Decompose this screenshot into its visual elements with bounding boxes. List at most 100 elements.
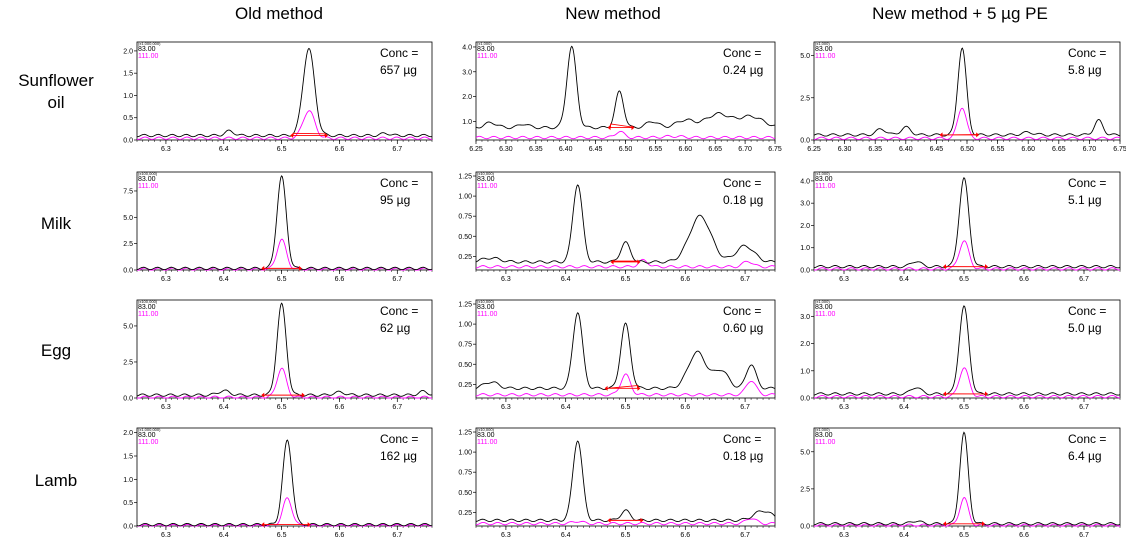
integration-marker bbox=[613, 260, 638, 263]
y-tick-label: 0.0 bbox=[800, 396, 810, 403]
x-tick-label: 6.4 bbox=[561, 532, 571, 539]
multiplier-label: (x10,000) bbox=[477, 171, 495, 176]
y-tick-label: 1.0 bbox=[123, 93, 133, 100]
y-tick-label: 0.0 bbox=[123, 268, 133, 275]
x-tick-label: 6.35 bbox=[868, 146, 882, 153]
integration-start-arrow bbox=[261, 392, 265, 398]
conc-label: Conc = bbox=[723, 432, 761, 446]
ion-label-83: 83.00 bbox=[138, 176, 156, 183]
y-tick-label: 0.0 bbox=[123, 396, 133, 403]
x-tick-label: 6.4 bbox=[899, 404, 909, 411]
conc-value: 5.1 µg bbox=[1068, 193, 1102, 207]
x-tick-label: 6.3 bbox=[501, 404, 511, 411]
x-tick-label: 6.4 bbox=[899, 532, 909, 539]
y-tick-label: 4.0 bbox=[800, 178, 810, 185]
multiplier-label: (x1,000) bbox=[477, 41, 492, 46]
y-tick-label: 2.0 bbox=[800, 341, 810, 348]
y-tick-label: 0.75 bbox=[458, 342, 472, 349]
row-label-egg: Egg bbox=[0, 340, 112, 362]
y-tick-label: 0.5 bbox=[123, 500, 133, 507]
x-tick-label: 6.4 bbox=[219, 404, 229, 411]
ion-label-83: 83.00 bbox=[477, 176, 495, 183]
x-tick-label: 6.3 bbox=[839, 404, 849, 411]
x-tick-label: 6.6 bbox=[680, 532, 690, 539]
trace-ion-83 bbox=[813, 305, 1121, 396]
x-tick-label: 6.3 bbox=[161, 146, 171, 153]
trace-ion-83 bbox=[475, 312, 776, 390]
trace-ion-83 bbox=[136, 302, 433, 397]
x-tick-label: 6.7 bbox=[1079, 532, 1089, 539]
y-tick-label: 1.00 bbox=[458, 450, 472, 457]
y-tick-label: 0.0 bbox=[800, 524, 810, 531]
row-label-sunflower-oil: Sunflower oil bbox=[0, 70, 112, 114]
conc-label: Conc = bbox=[723, 304, 761, 318]
ion-label-111: 111.00 bbox=[815, 311, 835, 318]
x-tick-label: 6.45 bbox=[589, 146, 603, 153]
trace-ion-111 bbox=[813, 367, 1121, 399]
conc-value: 5.0 µg bbox=[1068, 321, 1102, 335]
multiplier-label: (x1,000) bbox=[815, 427, 830, 432]
y-tick-label: 1.0 bbox=[462, 119, 472, 126]
y-tick-label: 3.0 bbox=[800, 314, 810, 321]
y-tick-label: 1.25 bbox=[458, 430, 472, 437]
trace-ion-83 bbox=[813, 431, 1121, 526]
y-tick-label: 0.0 bbox=[800, 138, 810, 145]
integration-end-arrow bbox=[985, 264, 988, 270]
x-tick-label: 6.5 bbox=[277, 404, 287, 411]
conc-value: 6.4 µg bbox=[1068, 449, 1102, 463]
integration-end-arrow bbox=[982, 521, 985, 527]
integration-end-arrow bbox=[976, 132, 980, 138]
row-label-lamb: Lamb bbox=[0, 470, 112, 492]
integration-start-arrow bbox=[943, 521, 946, 527]
integration-end-arrow bbox=[637, 385, 641, 391]
y-tick-label: 0.75 bbox=[458, 214, 472, 221]
x-tick-label: 6.3 bbox=[161, 276, 171, 283]
y-tick-label: 1.0 bbox=[123, 477, 133, 484]
ion-label-83: 83.00 bbox=[138, 46, 156, 53]
y-tick-label: 1.00 bbox=[458, 194, 472, 201]
column-title-old-method: Old method bbox=[235, 4, 323, 23]
multiplier-label: (x1,000) bbox=[815, 299, 830, 304]
x-tick-label: 6.5 bbox=[621, 404, 631, 411]
conc-value: 62 µg bbox=[380, 321, 410, 335]
x-tick-label: 6.55 bbox=[649, 146, 663, 153]
conc-label: Conc = bbox=[1068, 432, 1106, 446]
conc-label: Conc = bbox=[1068, 176, 1106, 190]
ion-label-83: 83.00 bbox=[477, 46, 495, 53]
x-tick-label: 6.60 bbox=[678, 146, 692, 153]
y-tick-label: 2.5 bbox=[123, 359, 133, 366]
x-tick-label: 6.6 bbox=[335, 532, 345, 539]
x-tick-label: 6.5 bbox=[277, 532, 287, 539]
integration-end-arrow bbox=[985, 391, 988, 397]
integration-start-arrow bbox=[290, 133, 294, 139]
x-tick-label: 6.6 bbox=[1019, 404, 1029, 411]
conc-value: 657 µg bbox=[380, 63, 417, 77]
ion-label-83: 83.00 bbox=[815, 46, 833, 53]
y-tick-label: 0.0 bbox=[123, 524, 133, 531]
x-tick-label: 6.3 bbox=[501, 532, 511, 539]
plot-frame bbox=[813, 171, 1121, 271]
row-label-line: Egg bbox=[40, 341, 72, 360]
y-tick-label: 2.5 bbox=[123, 241, 133, 248]
x-tick-label: 6.6 bbox=[680, 404, 690, 411]
ion-label-83: 83.00 bbox=[138, 432, 156, 439]
x-tick-label: 6.7 bbox=[1079, 404, 1089, 411]
y-tick-label: 0.50 bbox=[458, 490, 472, 497]
trace-ion-111 bbox=[136, 110, 432, 140]
x-tick-label: 6.30 bbox=[499, 146, 513, 153]
x-tick-label: 6.5 bbox=[959, 276, 969, 283]
conc-label: Conc = bbox=[723, 46, 761, 60]
row-label-milk: Milk bbox=[0, 213, 112, 235]
x-tick-label: 6.35 bbox=[529, 146, 543, 153]
x-tick-label: 6.75 bbox=[1113, 146, 1126, 153]
trace-ion-83 bbox=[813, 47, 1121, 137]
x-tick-label: 6.25 bbox=[469, 146, 483, 153]
x-tick-label: 6.7 bbox=[1079, 276, 1089, 283]
y-tick-label: 5.0 bbox=[123, 323, 133, 330]
x-tick-label: 6.6 bbox=[1019, 532, 1029, 539]
